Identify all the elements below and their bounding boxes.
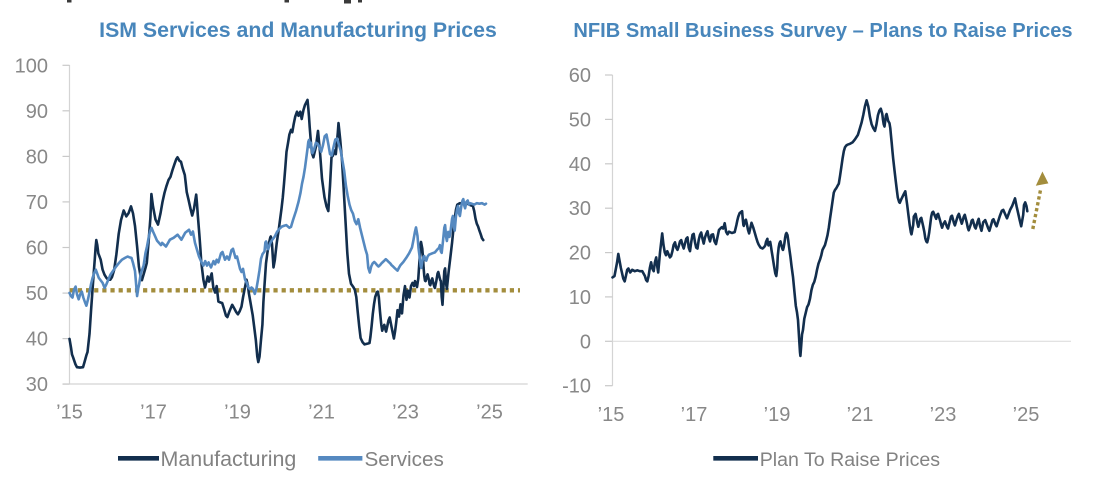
svg-text:50: 50: [26, 283, 48, 305]
svg-text:Plan To Raise Prices: Plan To Raise Prices: [760, 449, 941, 471]
svg-text:-10: -10: [562, 376, 591, 398]
svg-text:60: 60: [26, 238, 48, 260]
svg-text:40: 40: [26, 329, 48, 351]
svg-text:Manufacturing: Manufacturing: [161, 447, 297, 471]
svg-text:50: 50: [569, 109, 591, 131]
svg-text:90: 90: [26, 101, 48, 123]
svg-text:’23: ’23: [930, 404, 957, 426]
svg-text:’19: ’19: [224, 402, 251, 424]
svg-text:30: 30: [26, 374, 48, 396]
svg-text:’25: ’25: [476, 402, 503, 424]
svg-text:60: 60: [569, 65, 591, 87]
svg-text:’23: ’23: [392, 402, 419, 424]
svg-text:’15: ’15: [598, 404, 625, 426]
svg-text:70: 70: [26, 192, 48, 214]
svg-text:80: 80: [26, 146, 48, 168]
svg-text:ISM Services and Manufacturing: ISM Services and Manufacturing Prices: [99, 18, 497, 42]
svg-text:’21: ’21: [847, 404, 874, 426]
svg-text:40: 40: [569, 154, 591, 176]
svg-text:’25: ’25: [1013, 404, 1040, 426]
svg-text:’19: ’19: [764, 404, 791, 426]
svg-text:’17: ’17: [681, 404, 708, 426]
svg-text:’21: ’21: [308, 402, 335, 424]
svg-text:20: 20: [569, 243, 591, 265]
svg-text:Services: Services: [365, 448, 444, 471]
svg-text:10: 10: [569, 287, 591, 309]
svg-text:100: 100: [15, 55, 48, 77]
svg-text:’17: ’17: [140, 402, 167, 424]
svg-text:30: 30: [569, 198, 591, 220]
svg-text:’15: ’15: [56, 402, 83, 424]
svg-text:0: 0: [580, 331, 591, 353]
svg-text:NFIB Small Business Survey – P: NFIB Small Business Survey – Plans to Ra…: [573, 20, 1072, 42]
